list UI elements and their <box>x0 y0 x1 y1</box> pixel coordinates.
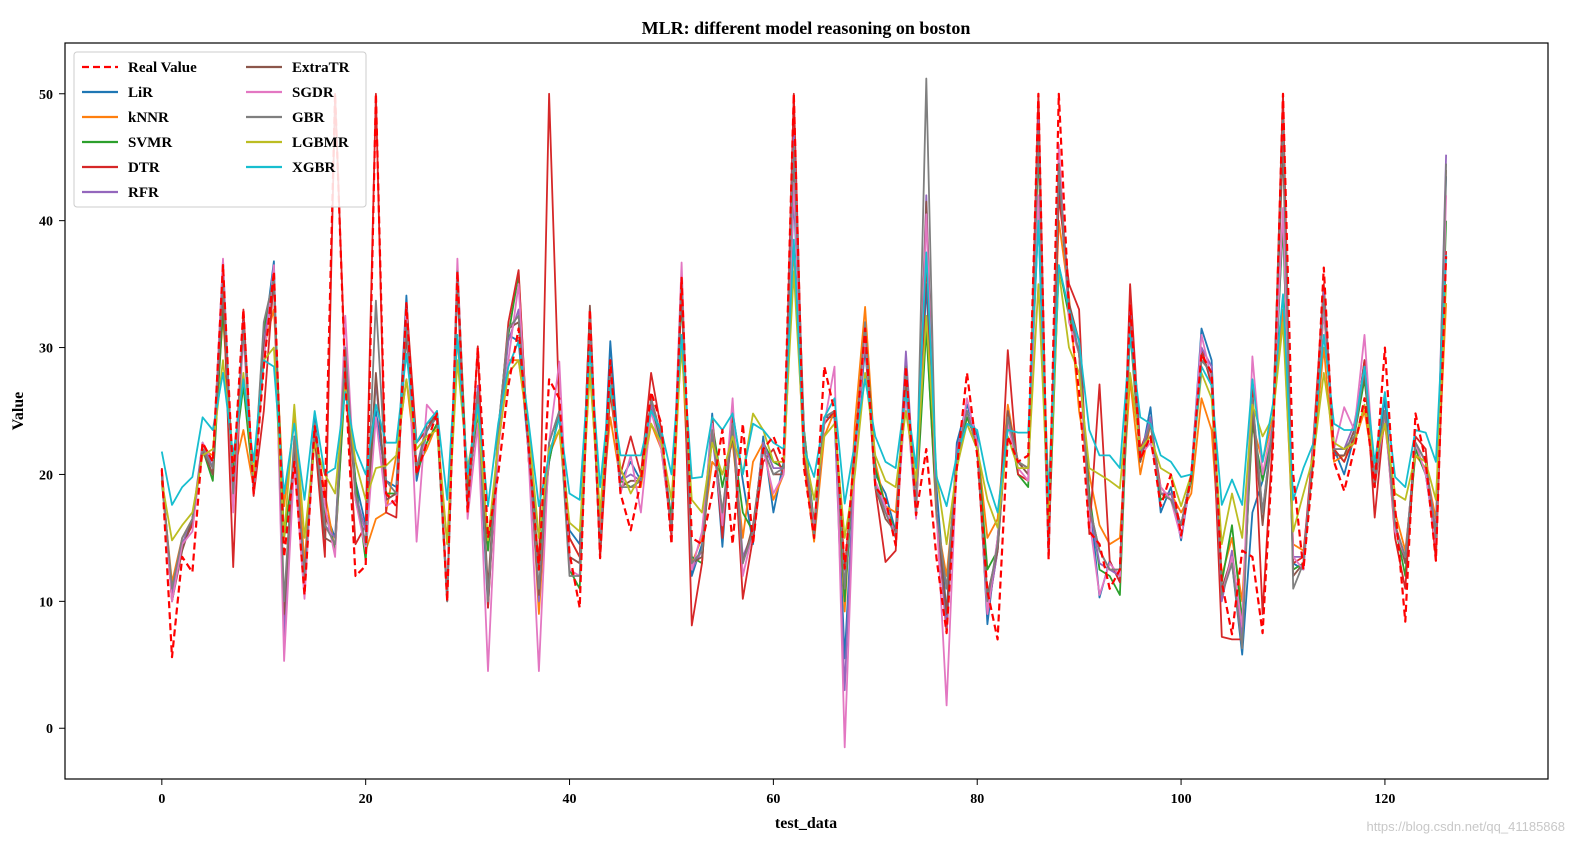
y-axis-ticks: 0 10 20 30 40 50 <box>39 88 65 737</box>
legend-label: Real Value <box>128 60 197 76</box>
legend-label: LiR <box>128 85 153 101</box>
y-tick-label: 0 <box>46 722 53 737</box>
y-tick-label: 50 <box>39 88 53 103</box>
series-line-dtr <box>160 92 1447 641</box>
legend-label: XGBR <box>292 160 336 176</box>
legend-label: DTR <box>128 160 160 176</box>
plot-frame <box>64 42 1549 780</box>
x-tick-label: 60 <box>766 792 780 807</box>
plot-lines <box>160 77 1448 749</box>
legend-label: GBR <box>292 110 325 126</box>
x-tick-label: 80 <box>970 792 984 807</box>
y-tick-label: 30 <box>39 342 53 357</box>
x-tick-label: 20 <box>359 792 373 807</box>
legend-box <box>73 51 367 208</box>
x-tick-label: 40 <box>563 792 577 807</box>
y-tick-label: 20 <box>39 468 53 483</box>
series-line-real-value <box>160 92 1448 659</box>
chart-title: MLR: different model reasoning on boston <box>642 18 971 38</box>
legend-label: ExtraTR <box>292 60 350 76</box>
legend-label: kNNR <box>128 110 169 126</box>
legend: Real Value LiR kNNR SVMR DTR RFR ExtraTR SGDR GB… <box>73 51 367 208</box>
x-axis-label: test_data <box>775 815 837 832</box>
x-axis-ticks: 0 20 40 60 80 100 120 <box>158 779 1395 807</box>
x-tick-label: 100 <box>1171 792 1192 807</box>
legend-label: SGDR <box>292 85 334 101</box>
x-tick-label: 0 <box>158 792 165 807</box>
legend-label: LGBMR <box>292 135 349 151</box>
y-tick-label: 10 <box>39 595 53 610</box>
x-tick-label: 120 <box>1374 792 1395 807</box>
legend-label: RFR <box>128 185 159 201</box>
y-axis-label: Value <box>10 392 27 431</box>
watermark: https://blog.csdn.net/qq_41185868 <box>1366 819 1565 834</box>
y-tick-label: 40 <box>39 215 53 230</box>
legend-label: SVMR <box>128 135 172 151</box>
